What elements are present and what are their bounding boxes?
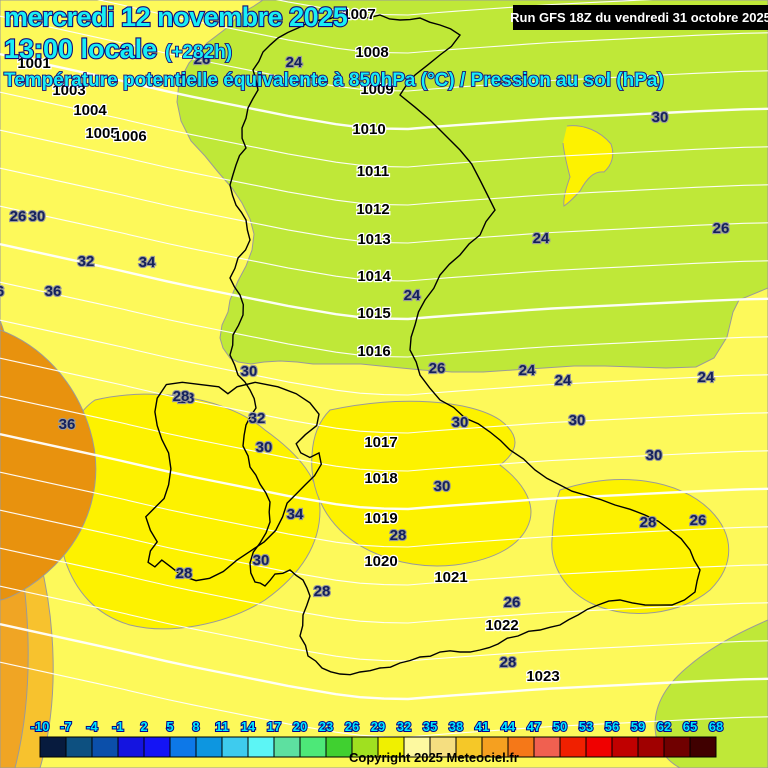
svg-text:Copyright 2025 Meteociel.fr: Copyright 2025 Meteociel.fr — [349, 750, 519, 765]
